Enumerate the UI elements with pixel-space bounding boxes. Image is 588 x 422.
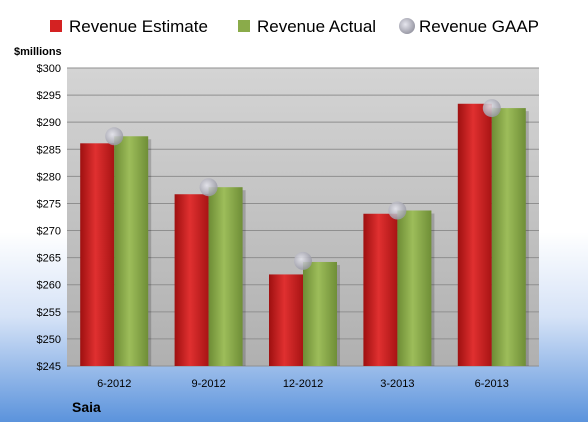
marker-revenue-gaap — [199, 178, 218, 197]
y-tick-label: $265 — [37, 253, 61, 265]
y-tick-label: $270 — [37, 226, 61, 238]
legend: Revenue Estimate Revenue Actual Revenue GA… — [50, 17, 539, 36]
bar-revenue-actual — [114, 136, 149, 366]
bar-revenue-estimate — [269, 274, 303, 366]
bar-revenue-actual — [491, 108, 526, 366]
legend-label: Revenue GAAP — [419, 17, 539, 36]
x-category-label: 9-2012 — [191, 378, 225, 390]
company-name: Saia — [72, 399, 101, 415]
y-tick-label: $260 — [37, 280, 61, 292]
bar-revenue-actual — [397, 210, 432, 366]
legend-label: Revenue Estimate — [69, 17, 208, 36]
y-tick-label: $285 — [37, 144, 61, 156]
x-axis-categories: 6-2012 9-2012 12-2012 3-2013 6-2013 — [97, 378, 509, 390]
bar-revenue-estimate — [80, 143, 115, 366]
bar-revenue-actual — [208, 187, 243, 366]
legend-label: Revenue Actual — [257, 17, 376, 36]
y-tick-label: $255 — [37, 307, 61, 319]
bar-revenue-estimate — [363, 213, 398, 366]
marker-revenue-gaap — [482, 99, 501, 118]
legend-swatch — [399, 18, 415, 34]
marker-revenue-gaap — [388, 201, 407, 220]
bar-revenue-actual — [303, 261, 337, 366]
legend-swatch — [238, 20, 250, 32]
x-category-label: 3-2013 — [380, 378, 414, 390]
y-axis-ticks: $245 $250 $255 $260 $265 $270 $275 $280 $285 $290… — [37, 63, 61, 373]
y-axis-label: $millions — [14, 46, 62, 58]
legend-swatch — [50, 20, 62, 32]
y-tick-label: $275 — [37, 198, 61, 210]
marker-revenue-gaap — [105, 127, 124, 146]
x-category-label: 6-2013 — [475, 378, 509, 390]
bar-revenue-estimate — [457, 103, 492, 366]
bar-revenue-estimate — [174, 194, 209, 366]
y-tick-label: $250 — [37, 334, 61, 346]
x-category-label: 12-2012 — [283, 378, 323, 390]
y-tick-label: $300 — [37, 63, 61, 75]
marker-revenue-gaap — [294, 251, 312, 270]
y-tick-label: $245 — [37, 361, 61, 373]
y-tick-label: $295 — [37, 90, 61, 102]
x-category-label: 6-2012 — [97, 378, 131, 390]
y-tick-label: $280 — [37, 171, 61, 183]
bars — [80, 99, 529, 366]
y-tick-label: $290 — [37, 117, 61, 129]
